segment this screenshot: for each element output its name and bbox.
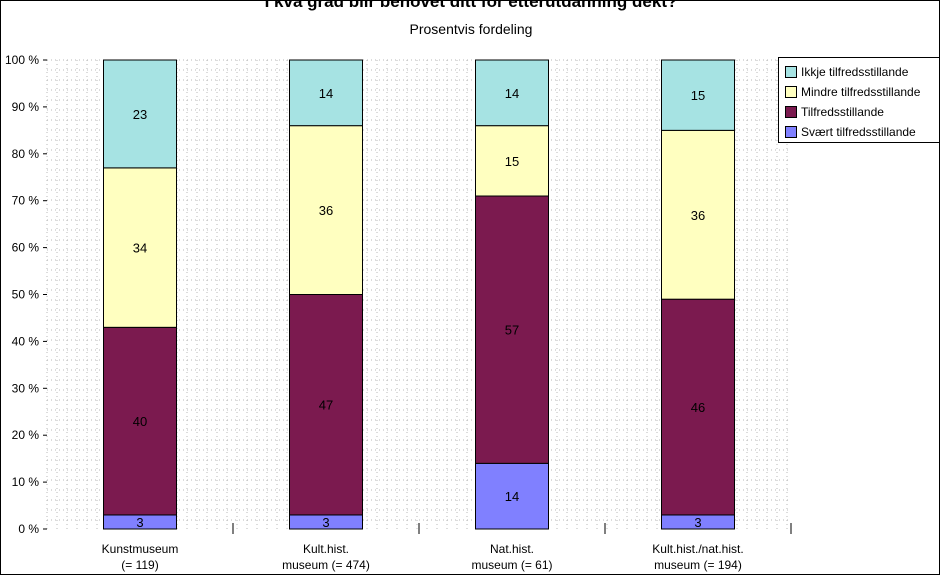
y-tick-label: 70 % <box>12 194 40 208</box>
legend: Ikkje tilfredsstillande Mindre tilfredsst… <box>778 57 939 143</box>
data-label: 34 <box>133 241 147 256</box>
y-tick-label: 80 % <box>12 147 40 161</box>
legend-item: Tilfredsstillande <box>785 102 939 122</box>
chart-title: I kva grad blir behovet ditt for etterut… <box>264 0 678 11</box>
bar-segment <box>289 59 363 127</box>
x-category-label: museum (= 61) <box>471 558 552 572</box>
bar-segment <box>475 59 549 127</box>
data-label: 46 <box>691 400 705 415</box>
x-category-label: Kult.hist./nat.hist. <box>652 542 743 556</box>
bar-segment <box>661 59 735 131</box>
legend-swatch <box>785 66 797 78</box>
bar-segment <box>661 129 735 300</box>
y-tick-label: 30 % <box>12 381 40 395</box>
y-tick-label: 90 % <box>12 100 40 114</box>
data-label: 15 <box>691 88 705 103</box>
y-tick-label: 40 % <box>12 334 40 348</box>
legend-label: Mindre tilfredsstillande <box>801 85 921 99</box>
legend-item: Ikkje tilfredsstillande <box>785 62 939 82</box>
data-label: 3 <box>136 515 143 530</box>
legend-swatch <box>785 86 797 98</box>
x-category-label: museum (= 194) <box>654 558 742 572</box>
data-label: 3 <box>694 515 701 530</box>
data-label: 23 <box>133 107 147 122</box>
data-label: 14 <box>505 489 519 504</box>
data-label: 57 <box>505 323 519 338</box>
y-tick-label: 60 % <box>12 241 40 255</box>
x-category-label: Kunstmuseum <box>102 542 179 556</box>
legend-item: Mindre tilfredsstillande <box>785 82 939 102</box>
y-tick-label: 20 % <box>12 428 40 442</box>
data-label: 40 <box>133 414 147 429</box>
y-tick-label: 0 % <box>18 522 39 536</box>
y-tick-label: 10 % <box>12 475 40 489</box>
legend-label: Ikkje tilfredsstillande <box>801 65 909 79</box>
bar-segment <box>661 298 735 516</box>
data-label: 3 <box>322 515 329 530</box>
bar-segment <box>289 294 363 516</box>
data-label: 36 <box>319 203 333 218</box>
data-label: 14 <box>319 86 333 101</box>
bar-segment <box>289 125 363 295</box>
chart-subtitle: Prosentvis fordeling <box>409 21 533 37</box>
legend-item: Svært tilfredsstillande <box>785 122 939 142</box>
data-label: 14 <box>505 86 519 101</box>
data-label: 36 <box>691 208 705 223</box>
x-category-label: museum (= 474) <box>282 558 370 572</box>
x-category-label: Kult.hist. <box>303 542 349 556</box>
legend-swatch <box>785 106 797 118</box>
bar-segment <box>475 125 549 197</box>
x-category-label: Nat.hist. <box>490 542 534 556</box>
bar-segment <box>103 167 177 328</box>
bar-segment <box>103 59 177 169</box>
y-tick-label: 50 % <box>12 288 40 302</box>
y-tick-label: 100 % <box>5 53 39 67</box>
legend-label: Tilfredsstillande <box>801 105 884 119</box>
x-category-label: (= 119) <box>121 558 158 572</box>
data-label: 15 <box>505 154 519 169</box>
bar-segment <box>103 326 177 516</box>
legend-label: Svært tilfredsstillande <box>801 125 916 139</box>
legend-swatch <box>785 126 797 138</box>
data-label: 47 <box>319 398 333 413</box>
